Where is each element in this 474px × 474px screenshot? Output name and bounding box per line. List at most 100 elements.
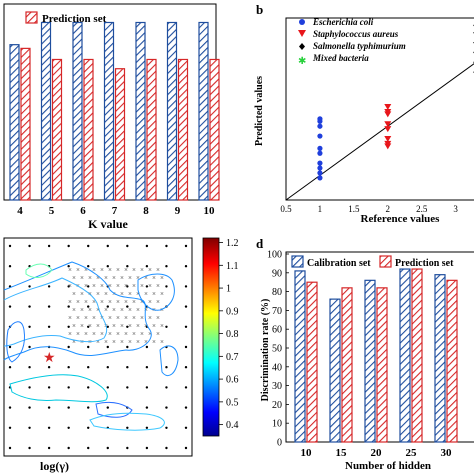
y-tick-label: 50 <box>272 344 282 355</box>
search-point: × <box>144 274 148 282</box>
x-tick-label: 7 <box>112 205 118 217</box>
grid-point <box>87 305 90 308</box>
search-point: × <box>76 330 80 338</box>
data-point <box>317 123 323 129</box>
contour-line <box>137 273 175 311</box>
search-point: × <box>140 330 144 338</box>
x-tick-label: 3 <box>453 204 458 214</box>
panel-d-y-axis-label: Discrimination rate (%) <box>260 299 271 402</box>
grid-point <box>87 345 90 349</box>
bar-prediction-10 <box>209 58 220 201</box>
optimum-star-icon: ★ <box>43 351 56 366</box>
bar-calibration-8 <box>135 21 146 201</box>
grid-point <box>165 426 168 429</box>
search-point: × <box>84 330 88 338</box>
grid-point <box>126 244 129 248</box>
contour-line <box>3 277 108 347</box>
contour-line <box>95 401 133 418</box>
data-point <box>384 104 392 111</box>
search-point: × <box>140 266 144 274</box>
search-point: × <box>128 306 132 314</box>
panel-d-hidden-nodes-bar-chart: d Discrimination rate (%) 0 10 20 30 40 50 60 7… <box>256 236 474 472</box>
search-point: × <box>160 322 164 330</box>
search-point: × <box>160 290 164 298</box>
y-tick-label: 20 <box>272 400 282 411</box>
search-point: × <box>96 306 100 314</box>
search-point: × <box>132 314 136 322</box>
grid-point <box>145 446 149 450</box>
y-tick-label: 10 <box>272 419 282 430</box>
search-point: × <box>96 338 100 346</box>
colorbar-tick-label: 0.7 <box>226 352 239 363</box>
panel-b-scatter-plot: b Predicted values 0.5 1 1.5 2 2.5 3 Escheric… <box>254 2 474 225</box>
grid-point <box>165 325 168 328</box>
contour-line <box>9 374 108 403</box>
search-point: × <box>148 282 152 290</box>
search-point: × <box>156 282 160 290</box>
search-point: × <box>100 298 104 306</box>
search-point: × <box>108 330 112 338</box>
x-tick-label: 0.5 <box>280 204 292 214</box>
search-point: × <box>72 306 76 314</box>
search-point: × <box>148 314 152 322</box>
search-point: × <box>136 290 140 298</box>
grid-point <box>67 426 70 429</box>
search-point: × <box>132 330 136 338</box>
panel-a-k-value-bar-chart: 4 5 6 7 8 9 10 Prediction set K value <box>3 3 220 231</box>
search-point: × <box>144 306 148 314</box>
search-point: × <box>84 314 88 322</box>
x-tick-label: 1.5 <box>348 204 360 214</box>
panel-b-x-ticks: 0.5 1 1.5 2 2.5 3 <box>280 204 458 214</box>
grid-point <box>87 426 90 429</box>
colorbar-tick-label: 1.2 <box>226 238 239 249</box>
y-tick-label: 70 <box>272 306 282 317</box>
panel-c-x-axis-label: log(γ) <box>40 459 69 473</box>
bar-prediction-10 <box>306 281 318 443</box>
bar-calibration-5 <box>40 21 52 201</box>
bar-calibration-4 <box>9 44 20 201</box>
search-point: × <box>140 282 144 290</box>
search-point: × <box>96 322 100 330</box>
grid-point <box>126 426 129 429</box>
search-point: × <box>88 306 92 314</box>
grid-point <box>126 285 129 288</box>
search-point: × <box>76 314 80 322</box>
bar-prediction-4 <box>20 47 31 201</box>
grid-point <box>165 366 168 369</box>
grid-point <box>67 285 70 288</box>
search-point: × <box>156 314 160 322</box>
data-point <box>384 108 392 115</box>
grid-point <box>8 305 12 308</box>
panel-a-legend-swatch-prediction <box>25 11 38 24</box>
search-point: × <box>96 274 100 282</box>
x-tick-label: 4 <box>17 205 23 217</box>
grid-point <box>106 305 109 308</box>
colorbar-tick-label: 1.1 <box>226 261 239 272</box>
grid-point <box>28 386 31 389</box>
search-point: × <box>124 314 128 322</box>
panel-c-axes-frame <box>3 237 193 457</box>
x-tick-label: 25 <box>406 447 418 459</box>
search-point: × <box>112 338 116 346</box>
panel-b-axes-frame <box>285 17 474 201</box>
grid-point <box>28 305 31 308</box>
data-point <box>384 136 392 143</box>
bar-prediction-15 <box>341 287 353 443</box>
panel-a-x-ticks: 4 5 6 7 8 9 10 <box>17 205 215 217</box>
data-point <box>317 170 323 176</box>
grid-point <box>184 325 188 328</box>
data-point <box>384 121 392 128</box>
search-point: × <box>96 290 100 298</box>
panel-c-contours <box>3 261 179 431</box>
search-point: × <box>144 322 148 330</box>
search-point: × <box>124 282 128 290</box>
panel-a-legend: Prediction set <box>25 11 107 25</box>
grid-point <box>67 244 70 248</box>
grid-point <box>165 265 168 268</box>
bar-calibration-6 <box>72 21 83 201</box>
search-point: × <box>100 330 104 338</box>
search-point: × <box>112 306 116 314</box>
panel-c-optimum-star: ★ <box>43 351 56 366</box>
legend-label-salmonella: Salmonella typhimurium <box>313 41 406 51</box>
search-point: × <box>116 282 120 290</box>
